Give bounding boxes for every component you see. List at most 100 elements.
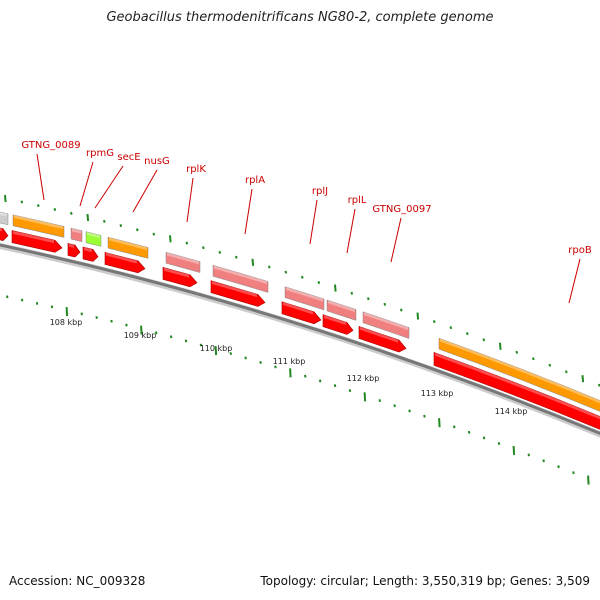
cds-arrow-highlight-10	[435, 352, 600, 420]
upper-tick	[136, 228, 139, 232]
scale-tick	[318, 379, 322, 383]
leader-line-rpmG	[79, 161, 94, 207]
cds-arrow-highlight-0	[0, 228, 2, 232]
gene-label-nusG[interactable]: nusG	[144, 156, 170, 167]
gene-box-9	[362, 311, 410, 339]
scale-tick	[587, 475, 590, 485]
gene-box-highlight-2	[72, 228, 81, 234]
gene-box-highlight-8	[328, 300, 355, 313]
upper-tick	[532, 357, 535, 361]
upper-tick	[202, 246, 205, 250]
cds-arrow-highlight-4	[106, 252, 137, 264]
scale-tick	[482, 436, 486, 440]
gene-box-highlight-0	[0, 212, 7, 217]
cds-arrow-7	[281, 301, 322, 325]
leader-line-rplK	[186, 177, 194, 223]
scale-tick	[512, 445, 516, 456]
scale-label: 109 kbp	[124, 331, 157, 340]
gene-box-highlight-9	[364, 312, 408, 331]
leader-line-rplL	[346, 208, 356, 254]
upper-tick	[334, 284, 337, 292]
cds-arrow-highlight-3	[84, 247, 92, 253]
leader-line-GTNG_0089	[36, 153, 45, 201]
gene-labels: GTNG_0089 rpmG secE nusG rplK rplA rplJ rplL GTN…	[21, 140, 591, 256]
gene-label-GTNG_0089[interactable]: GTNG_0089	[21, 140, 80, 151]
scale-label: 108 kbp	[50, 318, 83, 327]
scale-tick	[438, 418, 441, 428]
gene-box-highlight-5	[167, 252, 199, 265]
upper-tick	[53, 207, 57, 211]
upper-tick	[152, 232, 156, 236]
cds-arrow-highlight-2	[69, 243, 74, 248]
upper-tick	[37, 204, 40, 208]
gene-label-rplA[interactable]: rplA	[245, 175, 265, 186]
scale-tick	[363, 392, 367, 402]
upper-tick	[4, 194, 7, 203]
leader-line-rplJ	[309, 199, 318, 245]
upper-tick	[548, 363, 552, 367]
scale-tick	[50, 305, 54, 309]
gene-box-4	[107, 236, 149, 259]
gene-box-0	[0, 211, 9, 226]
cds-arrow-10	[433, 351, 600, 430]
scale-tick	[155, 331, 158, 335]
upper-tick	[367, 297, 370, 301]
upper-tick-row	[4, 194, 600, 387]
scale-tick	[35, 301, 39, 305]
cds-arrow-3	[82, 246, 99, 262]
scale-tick	[214, 345, 218, 356]
upper-tick	[416, 312, 420, 320]
scale-tick	[199, 343, 203, 347]
gene-box-highlight-4	[109, 237, 147, 251]
cds-arrow-2	[67, 243, 81, 258]
scale-tick	[229, 352, 232, 356]
cds-arrow-5	[162, 267, 198, 288]
scale-tick	[453, 425, 456, 429]
gene-label-rplK[interactable]: rplK	[186, 164, 206, 175]
upper-tick	[565, 370, 568, 374]
gene-box-2	[70, 227, 83, 243]
upper-tick	[433, 320, 436, 324]
backbone-layer	[0, 242, 600, 438]
upper-tick	[383, 302, 387, 306]
scale-tick	[497, 442, 501, 445]
scale-tick	[169, 335, 173, 339]
gene-box-8	[326, 299, 357, 321]
scale-tick	[289, 368, 292, 378]
cds-arrow-highlight-6	[212, 280, 257, 298]
upper-tick	[449, 326, 453, 330]
gene-label-rpoB[interactable]: rpoB	[568, 245, 592, 256]
scale-tick	[393, 404, 396, 408]
upper-tick	[317, 280, 321, 284]
gene-box-highlight-10	[440, 338, 600, 404]
gene-box-5	[165, 251, 201, 273]
scale-label: 113 kbp	[421, 389, 454, 398]
scale-tick	[572, 471, 575, 475]
scale-label: 112 kbp	[347, 374, 380, 383]
gene-box-highlight-6	[214, 265, 267, 285]
gene-label-rpmG[interactable]: rpmG	[86, 148, 114, 159]
scale-tick	[348, 389, 352, 393]
gene-track	[0, 211, 600, 412]
gene-label-GTNG_0097[interactable]: GTNG_0097	[372, 204, 431, 215]
cds-arrow-highlight-5	[164, 267, 189, 278]
cds-arrow-highlight-7	[283, 302, 313, 315]
scale-tick-row	[6, 295, 590, 485]
scale-labels: 108 kbp 109 kbp 110 kbp 111 kbp 112 kbp 113 k…	[50, 318, 528, 416]
scale-tick	[95, 316, 98, 319]
leader-line-rpoB	[568, 258, 581, 304]
scale-label: 111 kbp	[273, 357, 306, 366]
scale-label: 114 kbp	[495, 407, 528, 416]
scale-tick	[184, 339, 188, 343]
label-leaders	[36, 153, 581, 304]
upper-tick	[466, 332, 469, 336]
upper-tick	[400, 308, 403, 312]
gene-label-rplJ[interactable]: rplJ	[312, 186, 328, 197]
gene-label-rplL[interactable]: rplL	[348, 195, 367, 206]
leader-line-nusG	[132, 169, 158, 213]
gene-label-secE[interactable]: secE	[117, 152, 140, 163]
gene-box-7	[284, 286, 325, 311]
scale-tick	[408, 409, 411, 413]
cds-arrow-0	[0, 227, 9, 241]
